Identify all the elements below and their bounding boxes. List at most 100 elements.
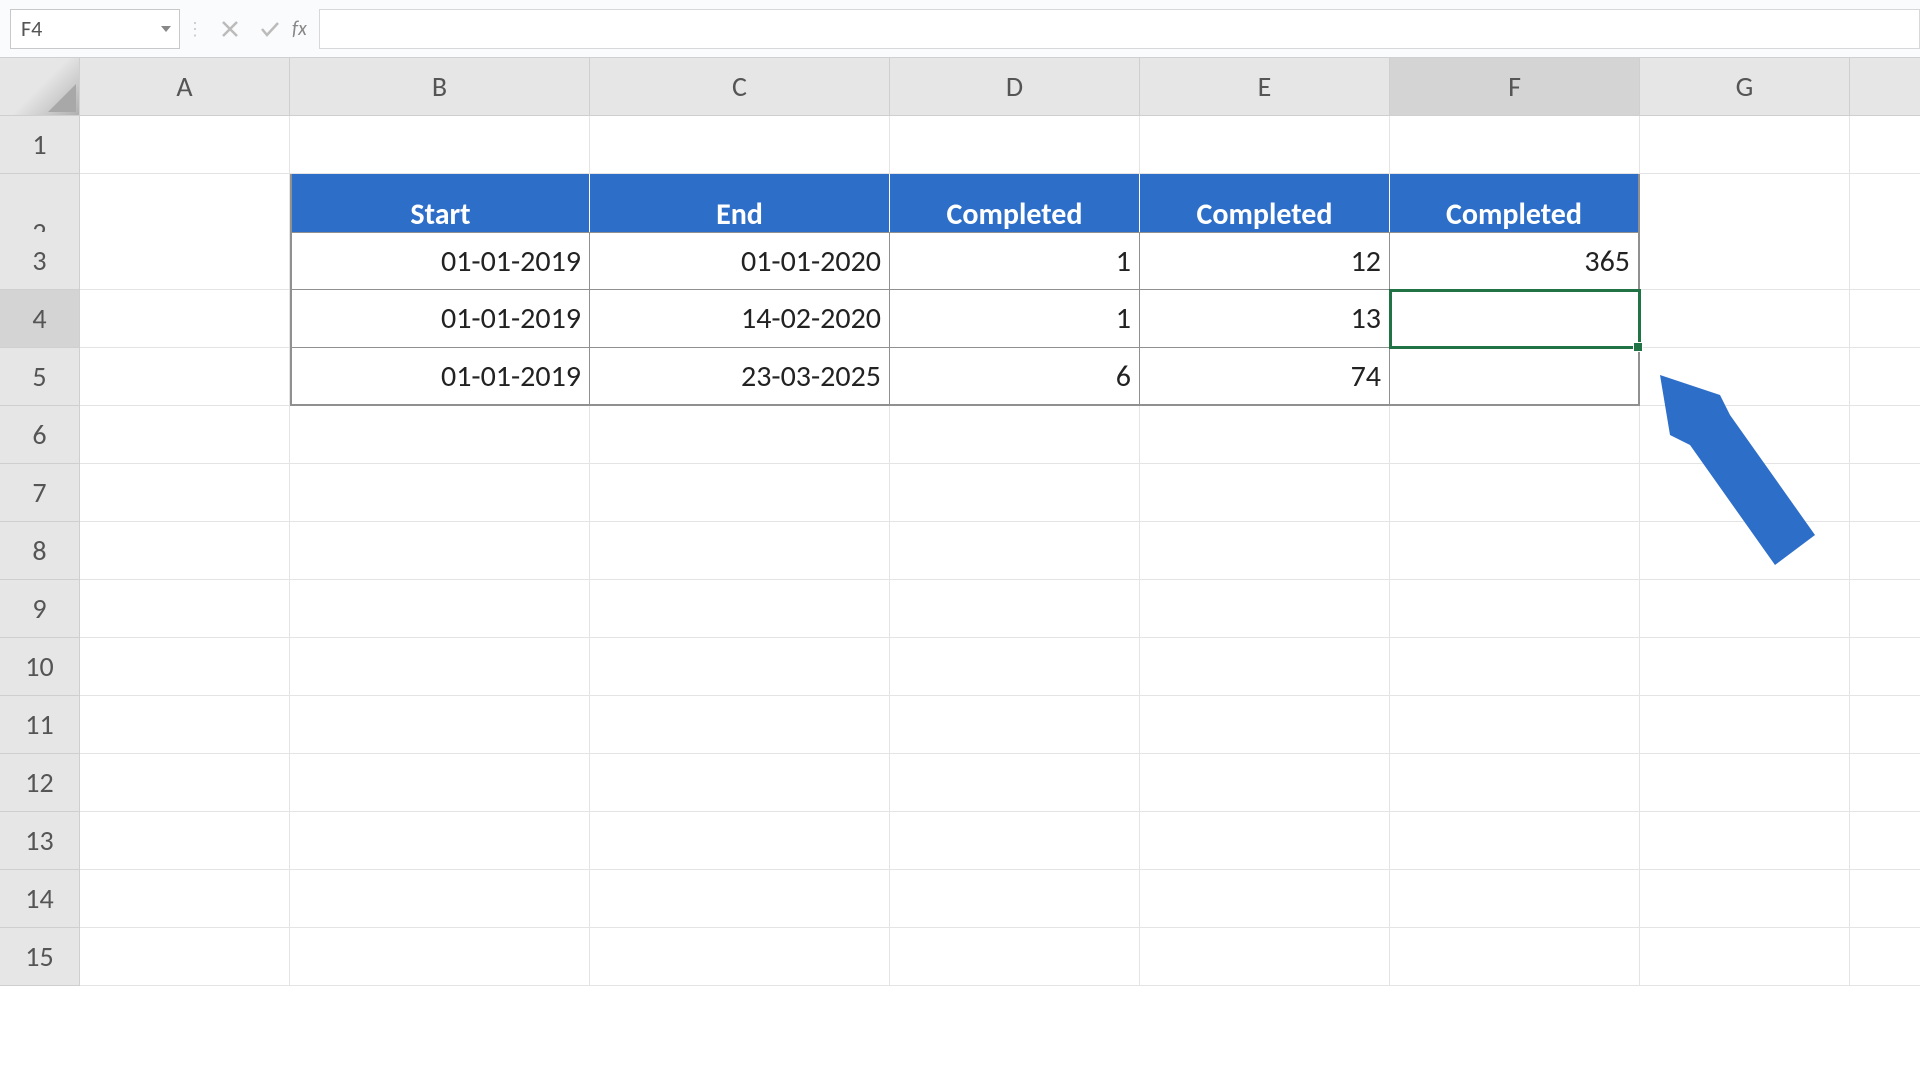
cell-E9[interactable]	[1140, 580, 1390, 638]
cell-C11[interactable]	[590, 696, 890, 754]
row-header-6[interactable]: 6	[0, 406, 80, 464]
row-header-4[interactable]: 4	[0, 290, 80, 348]
col-header-D[interactable]: D	[890, 58, 1140, 116]
cell-E5[interactable]: 74	[1140, 348, 1390, 406]
cell-B3[interactable]: 01-01-2019	[290, 232, 590, 290]
cell-B8[interactable]	[290, 522, 590, 580]
cell-C8[interactable]	[590, 522, 890, 580]
cell-A3[interactable]	[80, 232, 290, 290]
cell-E12[interactable]	[1140, 754, 1390, 812]
cell-C1[interactable]	[590, 116, 890, 174]
cell-G15[interactable]	[1640, 928, 1850, 986]
col-header-B[interactable]: B	[290, 58, 590, 116]
row-header-15[interactable]: 15	[0, 928, 80, 986]
cell-B7[interactable]	[290, 464, 590, 522]
cell-C12[interactable]	[590, 754, 890, 812]
cell-E13[interactable]	[1140, 812, 1390, 870]
cell-G12[interactable]	[1640, 754, 1850, 812]
cell-B9[interactable]	[290, 580, 590, 638]
cell-A8[interactable]	[80, 522, 290, 580]
cell-E6[interactable]	[1140, 406, 1390, 464]
cell-G4[interactable]	[1640, 290, 1850, 348]
row-header-8[interactable]: 8	[0, 522, 80, 580]
cell-B15[interactable]	[290, 928, 590, 986]
cell-C4[interactable]: 14-02-2020	[590, 290, 890, 348]
cell-G9[interactable]	[1640, 580, 1850, 638]
select-all-corner[interactable]	[0, 58, 80, 116]
cell-E7[interactable]	[1140, 464, 1390, 522]
cell-G8[interactable]	[1640, 522, 1850, 580]
row-header-12[interactable]: 12	[0, 754, 80, 812]
cell-E1[interactable]	[1140, 116, 1390, 174]
cell-F7[interactable]	[1390, 464, 1640, 522]
cell-F1[interactable]	[1390, 116, 1640, 174]
cell-G5[interactable]	[1640, 348, 1850, 406]
cell-E3[interactable]: 12	[1140, 232, 1390, 290]
row-header-14[interactable]: 14	[0, 870, 80, 928]
cell-A10[interactable]	[80, 638, 290, 696]
cell-A12[interactable]	[80, 754, 290, 812]
cell-D15[interactable]	[890, 928, 1140, 986]
cell-G13[interactable]	[1640, 812, 1850, 870]
cell-E8[interactable]	[1140, 522, 1390, 580]
cell-D4[interactable]: 1	[890, 290, 1140, 348]
col-header-C[interactable]: C	[590, 58, 890, 116]
cell-B14[interactable]	[290, 870, 590, 928]
cell-G1[interactable]	[1640, 116, 1850, 174]
cell-F12[interactable]	[1390, 754, 1640, 812]
cell-F5[interactable]	[1390, 348, 1640, 406]
cell-G14[interactable]	[1640, 870, 1850, 928]
cell-A13[interactable]	[80, 812, 290, 870]
cell-B4[interactable]: 01-01-2019	[290, 290, 590, 348]
cell-A9[interactable]	[80, 580, 290, 638]
cell-B10[interactable]	[290, 638, 590, 696]
cell-F9[interactable]	[1390, 580, 1640, 638]
cell-F6[interactable]	[1390, 406, 1640, 464]
cell-D3[interactable]: 1	[890, 232, 1140, 290]
cell-F13[interactable]	[1390, 812, 1640, 870]
cell-C14[interactable]	[590, 870, 890, 928]
cell-C5[interactable]: 23-03-2025	[590, 348, 890, 406]
cell-A11[interactable]	[80, 696, 290, 754]
cell-F11[interactable]	[1390, 696, 1640, 754]
row-header-7[interactable]: 7	[0, 464, 80, 522]
cell-D1[interactable]	[890, 116, 1140, 174]
cell-B12[interactable]	[290, 754, 590, 812]
cell-C7[interactable]	[590, 464, 890, 522]
cell-D5[interactable]: 6	[890, 348, 1140, 406]
cell-D13[interactable]	[890, 812, 1140, 870]
cancel-icon[interactable]	[210, 9, 250, 49]
cell-F8[interactable]	[1390, 522, 1640, 580]
cell-G6[interactable]	[1640, 406, 1850, 464]
cell-A1[interactable]	[80, 116, 290, 174]
row-header-5[interactable]: 5	[0, 348, 80, 406]
cell-D14[interactable]	[890, 870, 1140, 928]
row-header-9[interactable]: 9	[0, 580, 80, 638]
name-box[interactable]: F4	[10, 9, 180, 49]
spreadsheet-grid[interactable]: ABCDEFG12Start DateEnd DateCompleted Yea…	[0, 58, 1920, 986]
cell-C3[interactable]: 01-01-2020	[590, 232, 890, 290]
cell-E4[interactable]: 13	[1140, 290, 1390, 348]
cell-C9[interactable]	[590, 580, 890, 638]
cell-B1[interactable]	[290, 116, 590, 174]
cell-F10[interactable]	[1390, 638, 1640, 696]
col-header-E[interactable]: E	[1140, 58, 1390, 116]
cell-B6[interactable]	[290, 406, 590, 464]
cell-B13[interactable]	[290, 812, 590, 870]
cell-G10[interactable]	[1640, 638, 1850, 696]
formula-input[interactable]	[319, 9, 1920, 49]
cell-D12[interactable]	[890, 754, 1140, 812]
fx-icon[interactable]: fx	[292, 17, 307, 41]
cell-C6[interactable]	[590, 406, 890, 464]
col-header-F[interactable]: F	[1390, 58, 1640, 116]
cell-E14[interactable]	[1140, 870, 1390, 928]
cell-D6[interactable]	[890, 406, 1140, 464]
cell-D9[interactable]	[890, 580, 1140, 638]
chevron-down-icon[interactable]	[161, 26, 171, 32]
cell-F3[interactable]: 365	[1390, 232, 1640, 290]
row-header-10[interactable]: 10	[0, 638, 80, 696]
cell-G7[interactable]	[1640, 464, 1850, 522]
confirm-icon[interactable]	[250, 9, 290, 49]
row-header-13[interactable]: 13	[0, 812, 80, 870]
row-header-1[interactable]: 1	[0, 116, 80, 174]
